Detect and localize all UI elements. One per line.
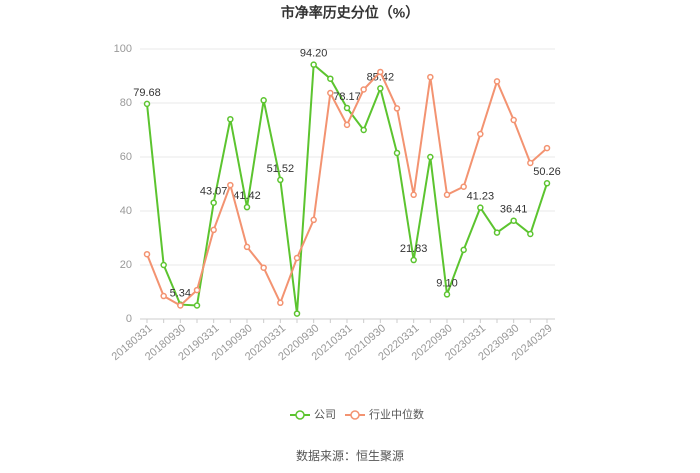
data-point: [227, 181, 234, 189]
data-label: 41.42: [233, 190, 261, 202]
data-point: [293, 310, 301, 317]
data-point: [493, 229, 501, 236]
data-label: 79.68: [133, 87, 161, 99]
data-point: [143, 100, 151, 108]
data-point: [360, 126, 367, 134]
data-point: [360, 86, 367, 93]
data-point: [210, 226, 217, 234]
data-point: [393, 149, 401, 157]
data-point: [527, 159, 534, 167]
data-point: [477, 204, 484, 211]
data-point: [343, 121, 351, 129]
data-label: 94.20: [300, 48, 328, 60]
data-point: [443, 291, 451, 298]
data-point: [477, 130, 484, 138]
data-point: [510, 116, 517, 124]
data-point: [410, 191, 417, 199]
data-label: 21.83: [400, 243, 428, 255]
data-point: [160, 292, 167, 300]
data-point: [527, 230, 534, 238]
data-label: 41.23: [467, 191, 495, 203]
data-point: [543, 144, 551, 152]
data-point: [293, 254, 301, 262]
legend-label: 行业中位数: [369, 407, 424, 421]
data-point: [510, 217, 517, 224]
data-point: [427, 73, 434, 81]
source: 数据来源：恒生聚源: [296, 448, 404, 463]
data-point: [177, 302, 184, 309]
data-label: 9.10: [436, 277, 457, 289]
data-label: 5.34: [170, 287, 191, 299]
data-point: [310, 61, 317, 68]
y-tick-label: 20: [120, 259, 132, 271]
data-point: [210, 199, 217, 206]
data-point: [327, 75, 334, 82]
data-point: [160, 261, 167, 269]
data-point: [327, 89, 334, 97]
legend-label: 公司: [314, 409, 336, 421]
y-tick-label: 40: [120, 205, 132, 217]
y-tick-label: 60: [120, 151, 132, 163]
data-point: [460, 246, 467, 254]
data-point: [443, 191, 451, 199]
y-tick-label: 80: [120, 97, 132, 109]
data-point: [243, 203, 251, 211]
data-label: 36.41: [500, 204, 528, 216]
data-point: [377, 68, 384, 76]
data-point: [277, 299, 284, 307]
data-point: [393, 105, 401, 112]
data-label: 78.17: [333, 91, 361, 103]
data-point: [310, 216, 317, 224]
data-point: [193, 302, 201, 309]
data-point: [343, 104, 351, 112]
data-label: 50.26: [533, 166, 561, 178]
y-tick-label: 100: [114, 43, 132, 55]
chart-title: 市净率历史分位（%）: [281, 5, 419, 21]
legend-marker: [295, 410, 305, 420]
data-point: [493, 78, 501, 85]
data-point: [193, 286, 201, 294]
data-point: [277, 176, 284, 184]
data-point: [260, 97, 267, 104]
data-point: [243, 243, 251, 251]
data-point: [460, 183, 467, 190]
y-tick-label: 0: [126, 313, 132, 325]
data-point: [427, 153, 434, 161]
data-label: 43.07: [200, 186, 228, 198]
data-point: [543, 180, 551, 187]
data-point: [260, 264, 267, 271]
data-point: [143, 250, 151, 258]
data-point: [227, 115, 234, 123]
legend-marker: [350, 410, 360, 420]
data-label: 51.52: [267, 163, 295, 175]
data-point: [377, 85, 384, 92]
data-point: [410, 256, 417, 264]
